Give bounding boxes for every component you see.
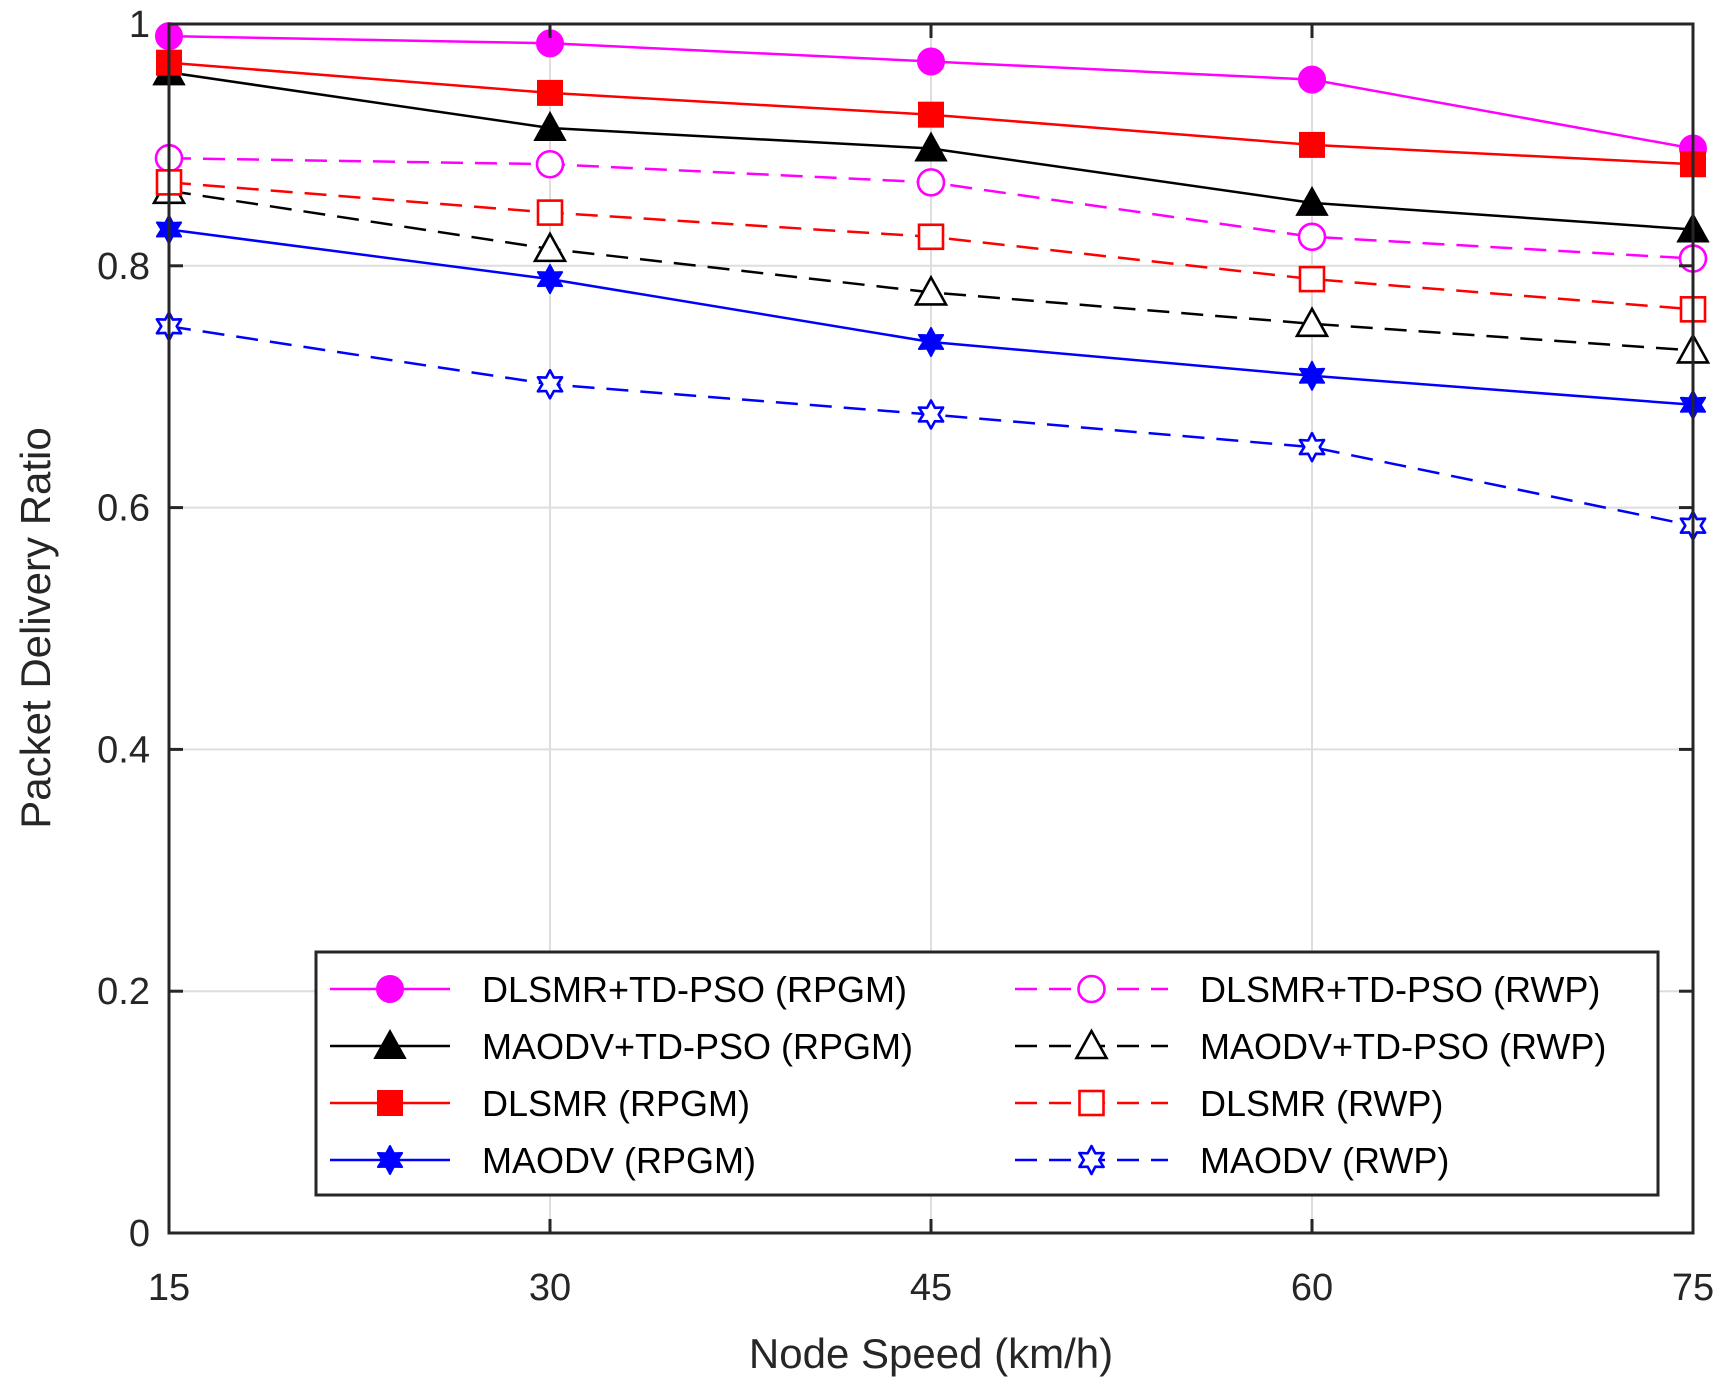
legend-label: DLSMR+TD-PSO (RPGM) [482,969,907,1010]
series-point [918,101,944,128]
series-point [1298,65,1326,94]
y-tick-label: 0.6 [97,488,150,530]
x-tick-label: 30 [529,1267,571,1309]
legend-label: MAODV (RPGM) [482,1140,756,1181]
series-dlsmr-td-pso-rwp [154,143,1708,273]
legend-entry: DLSMR (RWP) [1015,1083,1443,1124]
legend-label: MAODV (RWP) [1200,1140,1449,1181]
legend-swatch-marker [376,1145,404,1175]
series-point [917,223,945,251]
legend-entry: MAODV (RWP) [1015,1140,1449,1181]
legend-entry: MAODV+TD-PSO (RPGM) [330,1026,913,1067]
series-point [913,274,949,306]
legend-swatch-marker [373,1028,407,1059]
series-layer [151,22,1711,542]
legend-label: DLSMR (RPGM) [482,1083,750,1124]
series-point [917,327,945,357]
series-point [1298,265,1326,293]
series-point [536,199,564,226]
x-tick-label: 15 [148,1267,190,1309]
series-point [916,168,946,197]
legend-label: DLSMR+TD-PSO (RWP) [1200,969,1600,1010]
series-point [536,264,564,295]
axis-ticks: 15 30 45 60 75 0 0.2 0.4 0.6 0.8 1 [97,4,1714,1309]
y-tick-label: 0.4 [97,729,150,771]
y-tick-label: 0.2 [97,971,150,1013]
x-tick-label: 45 [910,1267,952,1309]
legend-entry: MAODV+TD-PSO (RWP) [1015,1026,1606,1067]
x-tick-label: 60 [1291,1267,1333,1309]
series-point [536,368,564,400]
series-point [917,399,945,430]
legend-swatch-marker [1074,1028,1109,1060]
series-point [1294,306,1330,338]
legend-entry: DLSMR+TD-PSO (RWP) [1015,969,1600,1010]
legend-label: MAODV+TD-PSO (RWP) [1200,1026,1606,1067]
legend-swatch-marker [1077,974,1106,1004]
legend-entry: DLSMR+TD-PSO (RPGM) [330,969,907,1010]
y-tick-label: 0 [129,1213,150,1255]
legend-entry: MAODV (RPGM) [330,1140,756,1181]
series-point [1299,131,1325,158]
legend-label: MAODV+TD-PSO (RPGM) [482,1026,913,1067]
y-tick-label: 0.8 [97,246,150,288]
series-point [537,79,563,106]
series-point [914,131,948,162]
series-point [1297,222,1327,252]
legend-entry: DLSMR (RPGM) [330,1083,750,1124]
y-tick-label: 1 [129,4,150,46]
legend-swatch-marker [377,1090,403,1116]
legend-label: DLSMR (RWP) [1200,1083,1443,1124]
legend: DLSMR+TD-PSO (RPGM) DLSMR+TD-PSO (RWP) MAO… [314,950,1660,1197]
series-point [535,149,565,179]
legend-swatch-marker [1078,1089,1105,1117]
series-point [533,110,567,141]
y-axis-label: Packet Delivery Ratio [12,427,59,828]
series-maodv-td-pso-rwp [151,173,1711,364]
legend-box [314,950,1660,1197]
x-axis-label: Node Speed (km/h) [749,1330,1113,1377]
legend-swatch-marker [1078,1144,1105,1176]
series-point [917,47,945,76]
series-point [1298,431,1326,463]
legend-swatch-marker [376,975,404,1003]
series-point [1298,360,1326,391]
series-point [1295,185,1329,216]
x-tick-label: 75 [1672,1267,1714,1309]
series-point [532,231,568,263]
